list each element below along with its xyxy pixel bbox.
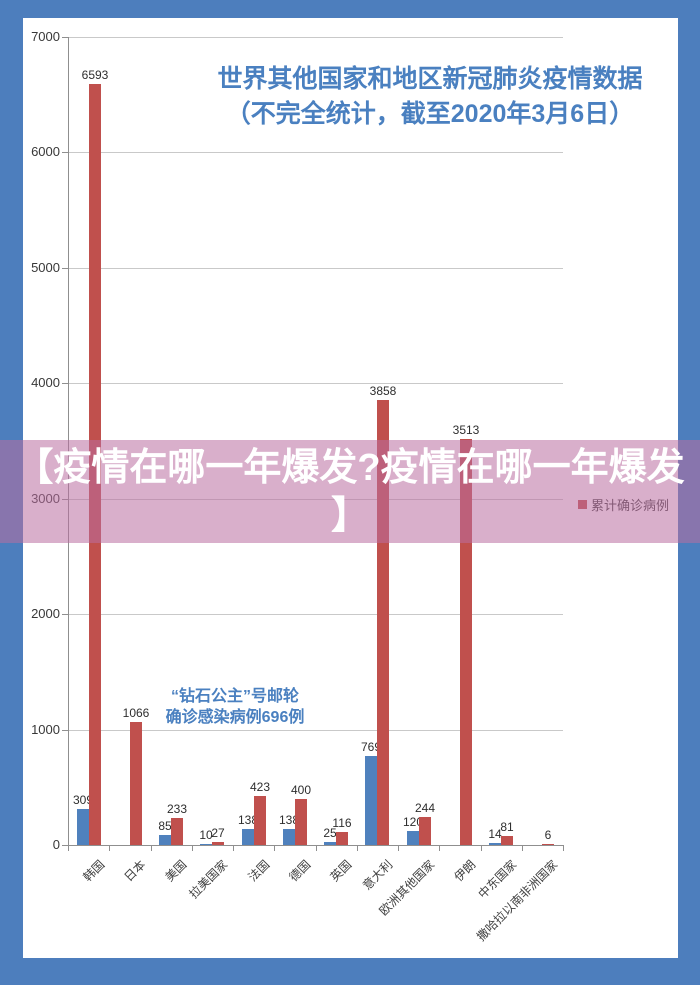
bar-red-6: [295, 799, 307, 845]
bar-red-2: [130, 722, 142, 845]
chart-title-line2: （不完全统计，截至2020年3月6日）: [225, 100, 635, 128]
bar-red-3: [171, 818, 183, 845]
bar-value-label: 81: [500, 820, 514, 834]
bar-value-label: 244: [414, 801, 436, 815]
bar-blue-6: [283, 829, 295, 845]
bar-value-label: 6593: [81, 68, 109, 82]
gridline: [68, 614, 563, 615]
bar-value-label: 769: [360, 740, 382, 754]
gridline: [68, 152, 563, 153]
y-axis-label: 6000: [31, 144, 60, 159]
bar-value-label: 25: [323, 826, 337, 840]
x-axis-tick: [192, 846, 193, 851]
x-axis-tick: [398, 846, 399, 851]
x-axis-tick: [233, 846, 234, 851]
y-axis-tick: [62, 152, 68, 153]
x-axis-label: 英国: [327, 857, 355, 885]
bar-value-label: 138: [278, 813, 300, 827]
bar-red-12: [542, 844, 554, 845]
bar-value-label: 309: [72, 793, 94, 807]
bar-value-label: 14: [488, 827, 502, 841]
bar-blue-9: [407, 831, 419, 845]
bar-value-label: 1066: [122, 706, 150, 720]
gridline: [68, 383, 563, 384]
x-axis-tick: [109, 846, 110, 851]
y-axis-label: 5000: [31, 260, 60, 275]
x-axis-label: 德国: [286, 857, 314, 885]
annotation-line1: “钻石公主”号邮轮: [170, 688, 299, 705]
bar-red-11: [501, 836, 513, 845]
y-axis-tick: [62, 268, 68, 269]
bar-blue-7: [324, 842, 336, 845]
y-axis-tick: [62, 730, 68, 731]
bar-value-label: 10: [199, 828, 213, 842]
x-axis-label: 伊朗: [451, 857, 479, 885]
x-axis-tick: [563, 846, 564, 851]
y-axis-tick: [62, 614, 68, 615]
x-axis-label: 法国: [245, 857, 272, 885]
bar-value-label: 116: [332, 816, 352, 830]
annotation-diamond-princess: “钻石公主”号邮轮 确诊感染病例696例: [128, 686, 342, 728]
bar-blue-1: [77, 809, 89, 845]
x-axis-label: 意大利: [360, 857, 396, 893]
bar-value-label: 423: [249, 780, 271, 794]
y-axis-label: 4000: [31, 375, 60, 390]
y-axis-tick: [62, 37, 68, 38]
overlay-text-line2: 】: [330, 494, 369, 537]
bar-blue-4: [200, 844, 212, 845]
overlay-band: 【疫情在哪一年爆发?疫情在哪一年爆发 】: [0, 440, 700, 543]
x-axis-tick: [439, 846, 440, 851]
x-axis-tick: [316, 846, 317, 851]
chart-title: 世界其他国家和地区新冠肺炎疫情数据 （不完全统计，截至2020年3月6日）: [180, 62, 680, 132]
x-axis-label: 美国: [162, 857, 190, 885]
x-axis-tick: [522, 846, 523, 851]
bar-value-label: 6: [544, 828, 552, 842]
bar-value-label: 120: [402, 815, 424, 829]
bar-value-label: 27: [211, 826, 225, 840]
x-axis-label: 韩国: [80, 857, 107, 885]
y-axis-label: 7000: [31, 29, 60, 44]
bar-blue-5: [242, 829, 254, 845]
chart-title-line1: 世界其他国家和地区新冠肺炎疫情数据: [217, 65, 643, 93]
bar-value-label: 85: [158, 819, 172, 833]
gridline: [68, 730, 563, 731]
x-axis-tick: [274, 846, 275, 851]
y-axis-label: 1000: [31, 722, 60, 737]
y-axis-label: 0: [52, 837, 60, 852]
y-axis-tick: [62, 383, 68, 384]
bar-red-4: [212, 842, 224, 845]
x-axis-line: [68, 845, 564, 846]
bar-red-7: [336, 832, 348, 845]
bar-red-5: [254, 796, 266, 845]
x-axis-label: 日本: [121, 857, 149, 885]
x-axis-tick: [68, 846, 69, 851]
x-axis-tick: [481, 846, 482, 851]
x-axis-tick: [357, 846, 358, 851]
bar-value-label: 400: [290, 783, 312, 797]
bar-value-label: 3858: [369, 384, 397, 398]
bar-value-label: 233: [166, 802, 188, 816]
y-axis-tick: [62, 845, 68, 846]
overlay-text-line1: 【疫情在哪一年爆发?疫情在哪一年爆发: [15, 446, 685, 489]
bar-blue-11: [489, 843, 501, 845]
bar-value-label: 3513: [452, 423, 480, 437]
bar-red-9: [419, 817, 431, 845]
x-axis-label: 拉美国家: [186, 857, 231, 902]
gridline: [68, 268, 563, 269]
bar-blue-8: [365, 756, 377, 845]
x-axis-tick: [151, 846, 152, 851]
y-axis-label: 2000: [31, 606, 60, 621]
bar-value-label: 138: [237, 813, 259, 827]
gridline: [68, 37, 563, 38]
annotation-line2: 确诊感染病例696例: [165, 709, 305, 726]
bar-blue-3: [159, 835, 171, 845]
